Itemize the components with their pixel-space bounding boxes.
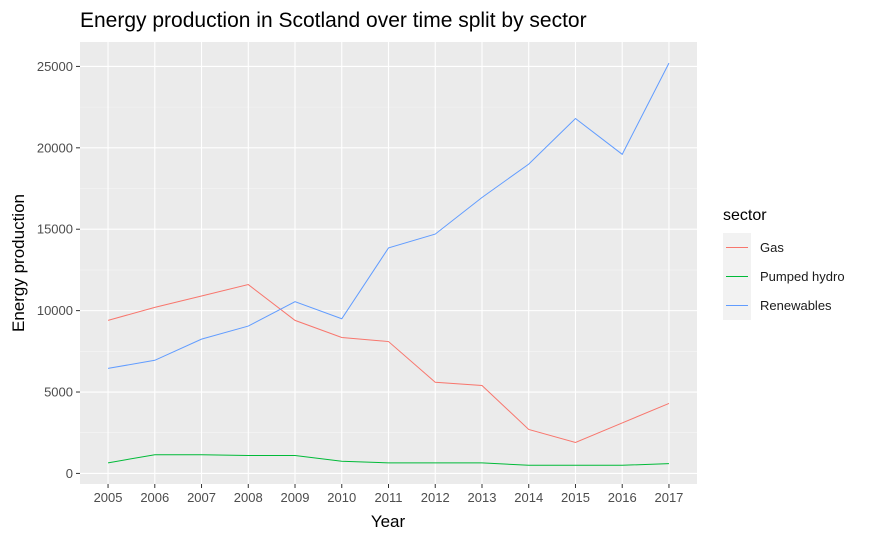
x-axis-ticks: 2005 2006 2007 2008 2009 2010 2011 2012 2013 2014… [94,484,683,505]
x-tick-label: 2008 [234,490,263,505]
legend: sector Gas Pumped hydro Renewables [723,207,845,320]
x-axis-title: Year [371,512,406,531]
x-tick-label: 2007 [187,490,216,505]
x-tick-label: 2017 [654,490,683,505]
x-tick-label: 2009 [281,490,310,505]
y-tick-label: 15000 [37,222,73,237]
y-tick-label: 5000 [44,385,73,400]
x-tick-label: 2011 [375,490,403,505]
y-tick-label: 25000 [37,59,73,74]
series-line-renewables [107,62,670,369]
x-tick-label: 2014 [514,490,543,505]
legend-label: Pumped hydro [760,269,845,284]
x-tick-label: 2016 [608,490,637,505]
chart-title: Energy production in Scotland over time … [80,9,587,32]
x-tick-label: 2015 [561,490,590,505]
y-tick-label: 10000 [37,303,73,318]
legend-label: Renewables [760,298,832,313]
y-tick-label: 0 [66,466,73,481]
x-tick-label: 2005 [94,490,123,505]
series-lines [107,62,670,466]
legend-title: sector [723,207,767,224]
major-gridlines [80,42,697,484]
x-tick-label: 2010 [327,490,356,505]
y-tick-label: 20000 [37,140,73,155]
series-line-gas [107,284,670,444]
legend-label: Gas [760,240,784,255]
series-line-pumped-hydro [107,454,669,466]
y-axis-title: Energy production [9,194,28,332]
x-tick-label: 2006 [140,490,169,505]
x-tick-label: 2012 [421,490,450,505]
x-tick-label: 2013 [468,490,497,505]
y-axis-ticks: 0 5000 10000 15000 20000 25000 [37,59,80,481]
